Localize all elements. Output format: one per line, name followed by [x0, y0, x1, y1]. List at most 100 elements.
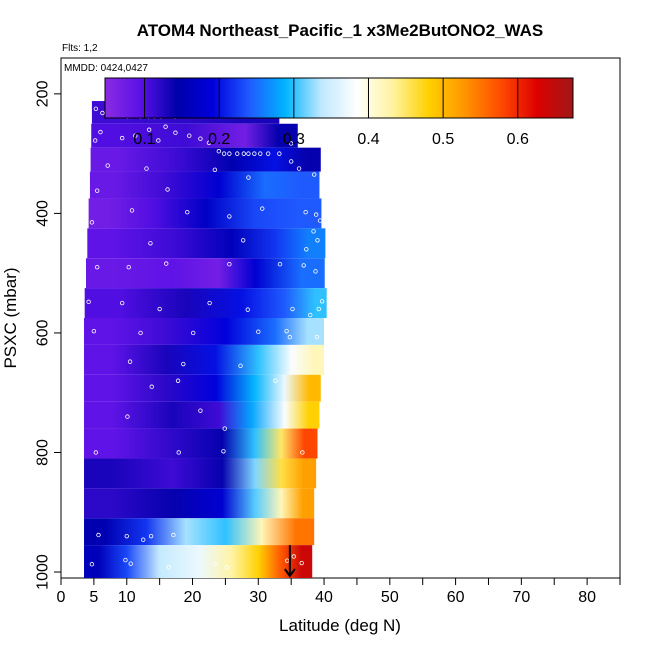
sample-point — [246, 175, 251, 180]
x-tick-label: 80 — [578, 589, 596, 606]
heatmap-row — [87, 228, 326, 259]
sample-point — [94, 264, 100, 270]
sample-point — [241, 151, 247, 156]
sample-point — [175, 378, 181, 383]
sample-point — [273, 378, 278, 383]
sample-point — [181, 361, 186, 367]
chart-title: ATOM4 Northeast_Pacific_1 x3Me2ButONO2_W… — [137, 21, 544, 40]
heatmap-row — [88, 198, 322, 229]
sample-point — [138, 330, 143, 336]
y-tick-label: 1000 — [35, 554, 52, 590]
heatmap-row — [84, 344, 325, 375]
sample-point — [146, 127, 152, 132]
x-tick-label: 60 — [447, 589, 465, 606]
heatmap-row — [89, 171, 320, 199]
colorbar-tick-label: 0.3 — [283, 131, 305, 148]
y-axis: 200 400 600 800 1000 — [35, 80, 61, 590]
sample-point — [300, 450, 305, 455]
flights-note: Flts: 1,2 — [62, 43, 98, 54]
sample-point — [221, 449, 226, 454]
heatmap-row — [90, 147, 321, 172]
heatmap-layer — [84, 81, 327, 578]
sample-point — [227, 214, 232, 219]
sample-point — [252, 151, 257, 156]
sample-point — [187, 133, 192, 138]
sample-point — [129, 208, 135, 213]
sample-point — [163, 124, 168, 129]
x-tick-label: 50 — [381, 589, 399, 606]
sample-point — [119, 135, 125, 141]
sample-point — [291, 554, 297, 559]
colorbar-tick-label: 0.4 — [357, 131, 379, 148]
sample-point — [105, 163, 110, 168]
sample-point — [133, 133, 138, 138]
colorbar-tick-label: 0.5 — [432, 131, 454, 148]
sample-point — [235, 151, 240, 156]
heatmap-row — [91, 123, 298, 148]
x-tick-label: 10 — [118, 589, 136, 606]
sample-point — [227, 262, 232, 267]
x-tick-label: 30 — [249, 589, 267, 606]
sample-point — [164, 261, 169, 266]
sample-point — [222, 426, 227, 431]
sample-point — [245, 307, 250, 312]
heatmap-row — [84, 518, 315, 546]
sample-point — [296, 166, 302, 171]
sample-point — [290, 306, 295, 312]
sample-point — [227, 151, 232, 156]
sample-point — [303, 210, 308, 215]
sample-point — [288, 141, 294, 146]
sample-point — [93, 106, 99, 112]
sample-point — [277, 151, 282, 156]
heatmap-row — [84, 374, 321, 402]
sample-point — [260, 206, 265, 211]
sample-point — [198, 136, 203, 141]
colorbar-ticks: 0.1 0.2 0.3 0.4 0.5 0.6 — [133, 78, 529, 148]
sample-point — [313, 269, 318, 274]
sample-point — [301, 263, 306, 268]
sample-point — [165, 187, 170, 192]
sample-point — [246, 151, 251, 156]
sample-point — [96, 532, 101, 538]
sample-point — [240, 238, 246, 243]
x-tick-label: 20 — [184, 589, 202, 606]
sample-point — [284, 328, 289, 334]
sample-point — [127, 359, 133, 364]
sample-point — [149, 384, 154, 389]
sample-point — [319, 299, 325, 304]
heatmap-row — [84, 488, 315, 519]
sample-point — [316, 306, 321, 312]
sample-point — [198, 408, 203, 413]
sample-points-layer — [86, 91, 325, 570]
heatmap-row — [84, 545, 313, 578]
sample-point — [89, 562, 95, 567]
sample-point — [98, 129, 103, 135]
heatmap-row — [84, 401, 320, 429]
sample-point — [216, 149, 222, 154]
sample-point — [299, 560, 304, 566]
colorbar-tick-label: 0.2 — [208, 131, 230, 148]
sample-point — [144, 166, 149, 171]
sample-point — [89, 220, 95, 225]
sample-point — [119, 300, 125, 306]
sample-point — [287, 334, 293, 340]
sample-point — [221, 151, 227, 156]
sample-point — [308, 312, 313, 318]
sample-point — [277, 262, 283, 267]
sample-point — [92, 138, 98, 143]
sample-point — [238, 363, 243, 369]
sample-point — [185, 210, 190, 215]
heatmap-row — [84, 318, 325, 345]
sample-point — [212, 562, 218, 567]
sample-point — [148, 241, 153, 246]
heatmap-row — [84, 428, 318, 459]
y-tick-label: 200 — [35, 80, 52, 107]
sample-point — [94, 188, 100, 193]
sample-point — [290, 360, 296, 366]
x-tick-label: 70 — [512, 589, 530, 606]
sample-point — [128, 561, 133, 566]
sample-point — [207, 300, 212, 306]
x-tick-label: 40 — [315, 589, 333, 606]
sample-point — [124, 533, 129, 539]
sample-point — [100, 110, 105, 116]
